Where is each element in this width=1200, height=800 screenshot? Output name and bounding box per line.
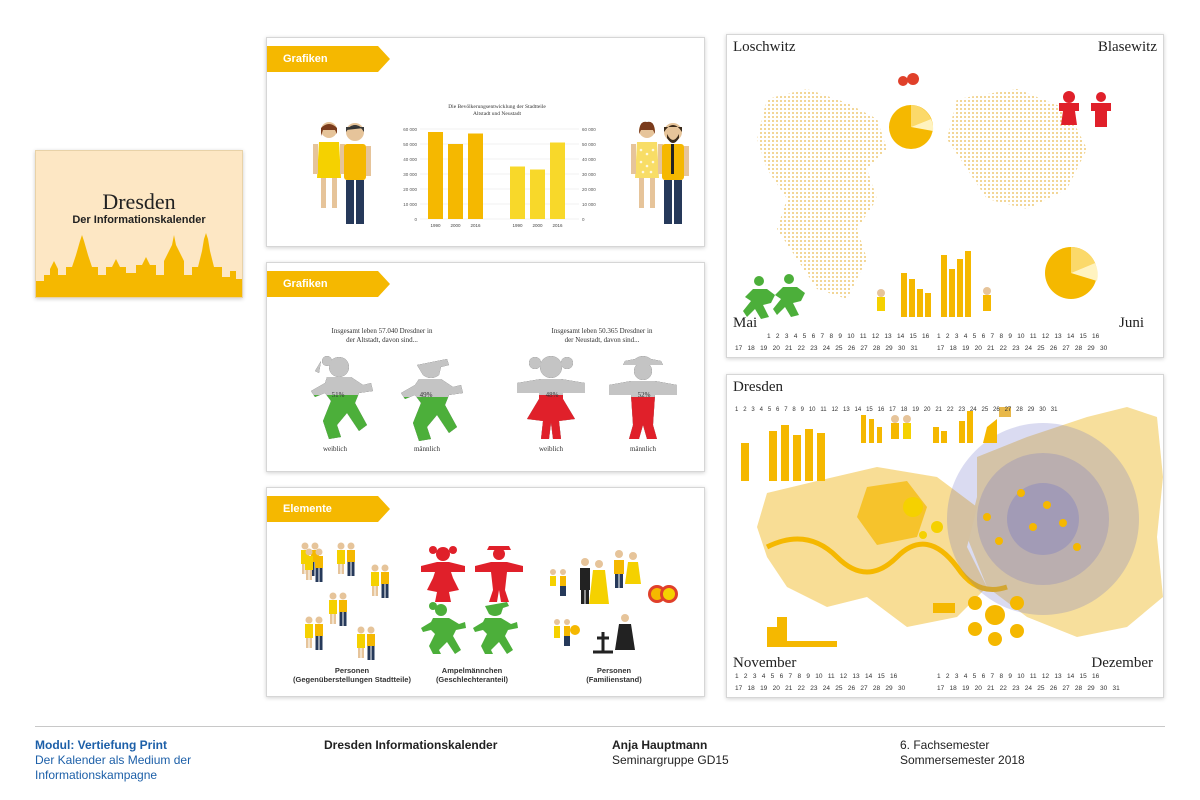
ampel-female-green-icon [311,356,373,439]
couple-altstadt-icon [313,122,371,224]
chart-title: Die Bevölkerungsentwicklung der Stadttei… [448,104,546,117]
panel-label-flag: Elemente [267,496,390,522]
day-row: 1 2 3 4 5 6 7 8 9 10 11 12 13 14 15 16 [937,333,1100,340]
ampel-icons-group [421,546,523,654]
x-tick-label: 1990 [512,223,523,228]
panel-bar-chart[interactable]: Grafiken Die Bevölkerungsentwicklung der… [266,37,705,247]
district-title: Loschwitz [733,39,796,55]
city-title: Dresden [733,379,783,395]
y-tick-label: 50 000 [582,142,596,147]
ampel-male-green-icon [401,359,463,441]
panel-label-flag: Grafiken [267,271,390,297]
group-title: Personen [596,666,632,675]
panel-elements[interactable]: Elemente [266,487,705,697]
day-row: 17 18 19 20 21 22 23 24 25 26 27 28 29 3… [735,345,918,352]
pct-label: 48% [545,391,559,399]
dresden-map-graphic [741,407,1163,647]
x-tick-label: 2016 [552,223,563,228]
pct-label: 49% [419,391,433,399]
ampel-female-red-icon [517,356,585,439]
calendar-nov-dec[interactable]: Dresden 1 2 3 4 5 6 7 8 9 10 11 12 13 14… [726,374,1164,698]
bar [468,133,483,219]
panel-label: Elemente [283,503,332,515]
ampel-male-red-icon [609,356,677,439]
bar [510,166,525,219]
cover-subtitle: Der Informationskalender [72,214,206,226]
bar [530,169,545,219]
project-title: Dresden Informationskalender [324,738,498,752]
day-row: 1 2 3 4 5 6 7 8 9 10 11 12 13 14 15 16 [767,333,930,340]
group-subtitle: (Familienstand) [586,675,642,684]
x-tick-label: 2000 [532,223,543,228]
y-tick-label: 60 000 [403,127,417,132]
district-title: Blasewitz [1097,39,1157,55]
module-subtitle: Informationskampagne [35,768,158,782]
calendar-may-june[interactable]: Loschwitz Blasewitz Mai Juni 1 2 3 4 5 6… [726,34,1164,358]
panel-label-flag: Grafiken [267,46,390,72]
y-tick-label: 10 000 [582,202,596,207]
panel-label: Grafiken [283,278,328,290]
footer-project: Dresden Informationskalender [324,738,497,753]
footer-semester: 6. Fachsemester Sommersemester 2018 [900,738,1025,768]
gender-label: weiblich [322,445,348,453]
neustadt-caption: Insgesamt leben 50.365 Dresdner in der N… [551,327,653,344]
month-label: Dezember [1091,655,1153,671]
y-tick-label: 30 000 [582,172,596,177]
pct-label: 52% [637,391,651,399]
day-row: 1 2 3 4 5 6 7 8 9 10 11 12 13 14 15 16 [735,673,898,680]
y-tick-label: 40 000 [582,157,596,162]
group-title: Personen [334,666,370,675]
family-icons-group [550,550,678,654]
module-title: Modul: Vertiefung Print [35,738,167,752]
altstadt-caption: Insgesamt leben 57.040 Dresdner in der A… [331,327,433,344]
gender-label: weiblich [538,445,564,453]
x-tick-label: 2016 [470,223,481,228]
y-tick-label: 30 000 [403,172,417,177]
y-tick-label: 0 [414,217,417,222]
gender-label: männlich [413,445,441,453]
author-name: Anja Hauptmann [612,738,708,752]
footer-divider [35,726,1165,727]
day-row: 17 18 19 20 21 22 23 24 25 26 27 28 29 3… [735,685,906,692]
group-subtitle: (Geschlechteranteil) [435,675,509,684]
y-tick-label: 50 000 [403,142,417,147]
panel-ampel-chart[interactable]: Grafiken Insgesamt leben 57.040 Dresdner… [266,262,705,472]
footer-module: Modul: Vertiefung Print Der Kalender als… [35,738,191,783]
day-row: 17 18 19 20 21 22 23 24 25 26 27 28 29 3… [937,345,1108,352]
module-subtitle: Der Kalender als Medium der [35,753,192,767]
term: Sommersemester 2018 [900,753,1025,767]
bar [550,142,565,219]
group-title: Ampelmännchen [441,666,503,675]
x-tick-label: 1990 [430,223,441,228]
y-tick-label: 0 [582,217,585,222]
couple-neustadt-icon [631,121,689,224]
district-map-graphic [743,73,1111,319]
cover-card[interactable]: Dresden Der Informationskalender [35,150,243,298]
month-label: Mai [733,315,758,331]
semester: 6. Fachsemester [900,738,990,752]
y-tick-label: 10 000 [403,202,417,207]
day-row: 1 2 3 4 5 6 7 8 9 10 11 12 13 14 15 16 [937,673,1100,680]
gender-label: männlich [629,445,657,453]
day-row: 1 2 3 4 5 6 7 8 9 10 11 12 13 14 15 16 1… [735,407,1058,413]
author-group: Seminargruppe GD15 [612,753,729,767]
people-icons-group [301,542,389,660]
y-tick-label: 20 000 [582,187,596,192]
bar [448,144,463,219]
y-tick-label: 40 000 [403,157,417,162]
cover-title: Dresden [102,189,176,214]
y-tick-label: 20 000 [403,187,417,192]
dresden-skyline-icon [36,233,242,297]
month-label: November [733,655,797,671]
panel-label: Grafiken [283,53,328,65]
bar [428,132,443,219]
bar-chart: 60 000 60 000 50 000 50 000 40 000 40 000 30 0… [403,127,596,228]
y-tick-label: 60 000 [582,127,596,132]
pct-label: 51% [331,391,345,399]
footer-author: Anja Hauptmann Seminargruppe GD15 [612,738,729,768]
day-row: 17 18 19 20 21 22 23 24 25 26 27 28 29 3… [937,685,1120,692]
group-subtitle: (Gegenüberstellungen Stadtteile) [293,675,411,684]
x-tick-label: 2000 [450,223,461,228]
month-label: Juni [1119,315,1145,331]
